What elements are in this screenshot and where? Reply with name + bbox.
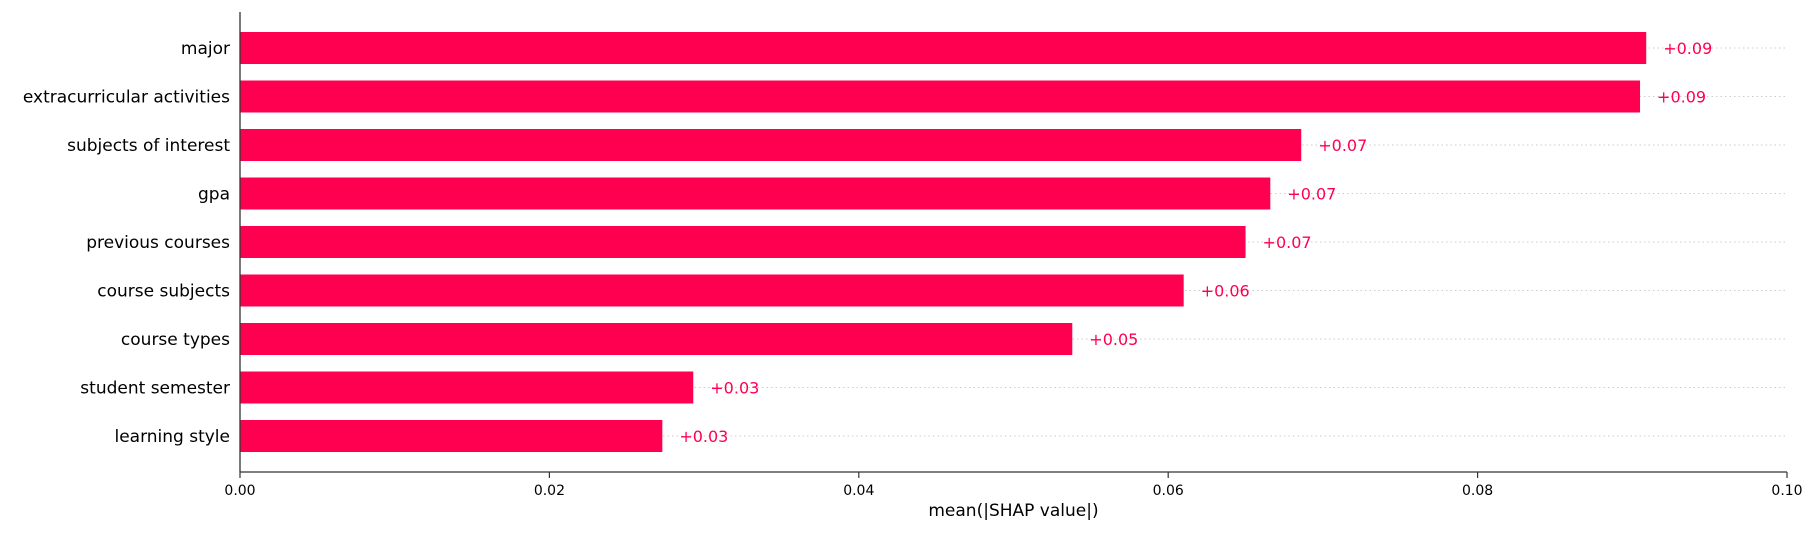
x-tick-label: 0.08 <box>1462 483 1493 499</box>
bar <box>240 420 663 452</box>
bar <box>240 226 1246 258</box>
bar-value-label: +0.07 <box>1263 233 1312 252</box>
category-label: gpa <box>198 185 230 205</box>
bar <box>240 129 1302 161</box>
bar-value-label: +0.07 <box>1318 136 1367 155</box>
x-tick-label: 0.02 <box>534 483 565 499</box>
category-label: course types <box>121 330 230 350</box>
bars <box>240 32 1647 452</box>
bar-value-label: +0.03 <box>679 427 728 446</box>
category-label: course subjects <box>97 282 230 302</box>
x-tick-label: 0.00 <box>224 483 255 499</box>
x-tick-label: 0.10 <box>1771 483 1802 499</box>
category-label: previous courses <box>86 233 230 253</box>
bar-value-label: +0.09 <box>1657 88 1706 107</box>
bar <box>240 274 1184 307</box>
y-tick-labels: major extracurricular activities subjects … <box>23 39 230 447</box>
bar-value-label: +0.03 <box>710 379 759 398</box>
bar <box>240 371 694 404</box>
bar-value-label: +0.06 <box>1201 282 1250 301</box>
bar-value-label: +0.07 <box>1287 185 1336 204</box>
x-axis-label: mean(|SHAP value|) <box>928 501 1098 521</box>
bar <box>240 177 1271 210</box>
bar <box>240 323 1073 355</box>
category-label: major <box>181 39 230 59</box>
bar <box>240 80 1641 113</box>
x-tick-label: 0.06 <box>1153 483 1184 499</box>
x-tick-label: 0.04 <box>843 483 874 499</box>
bar-value-label: +0.05 <box>1089 330 1138 349</box>
category-label: learning style <box>114 427 230 447</box>
category-label: subjects of interest <box>67 136 230 156</box>
x-ticks: 0.00 0.02 0.04 0.06 0.08 0.10 <box>224 472 1803 499</box>
value-labels: +0.09 +0.09 +0.07 +0.07 +0.07 +0.06 +0.05 +0.03… <box>679 39 1712 446</box>
bar-value-label: +0.09 <box>1663 39 1712 58</box>
bar <box>240 32 1647 64</box>
category-label: student semester <box>80 379 230 399</box>
category-label: extracurricular activities <box>23 88 230 108</box>
